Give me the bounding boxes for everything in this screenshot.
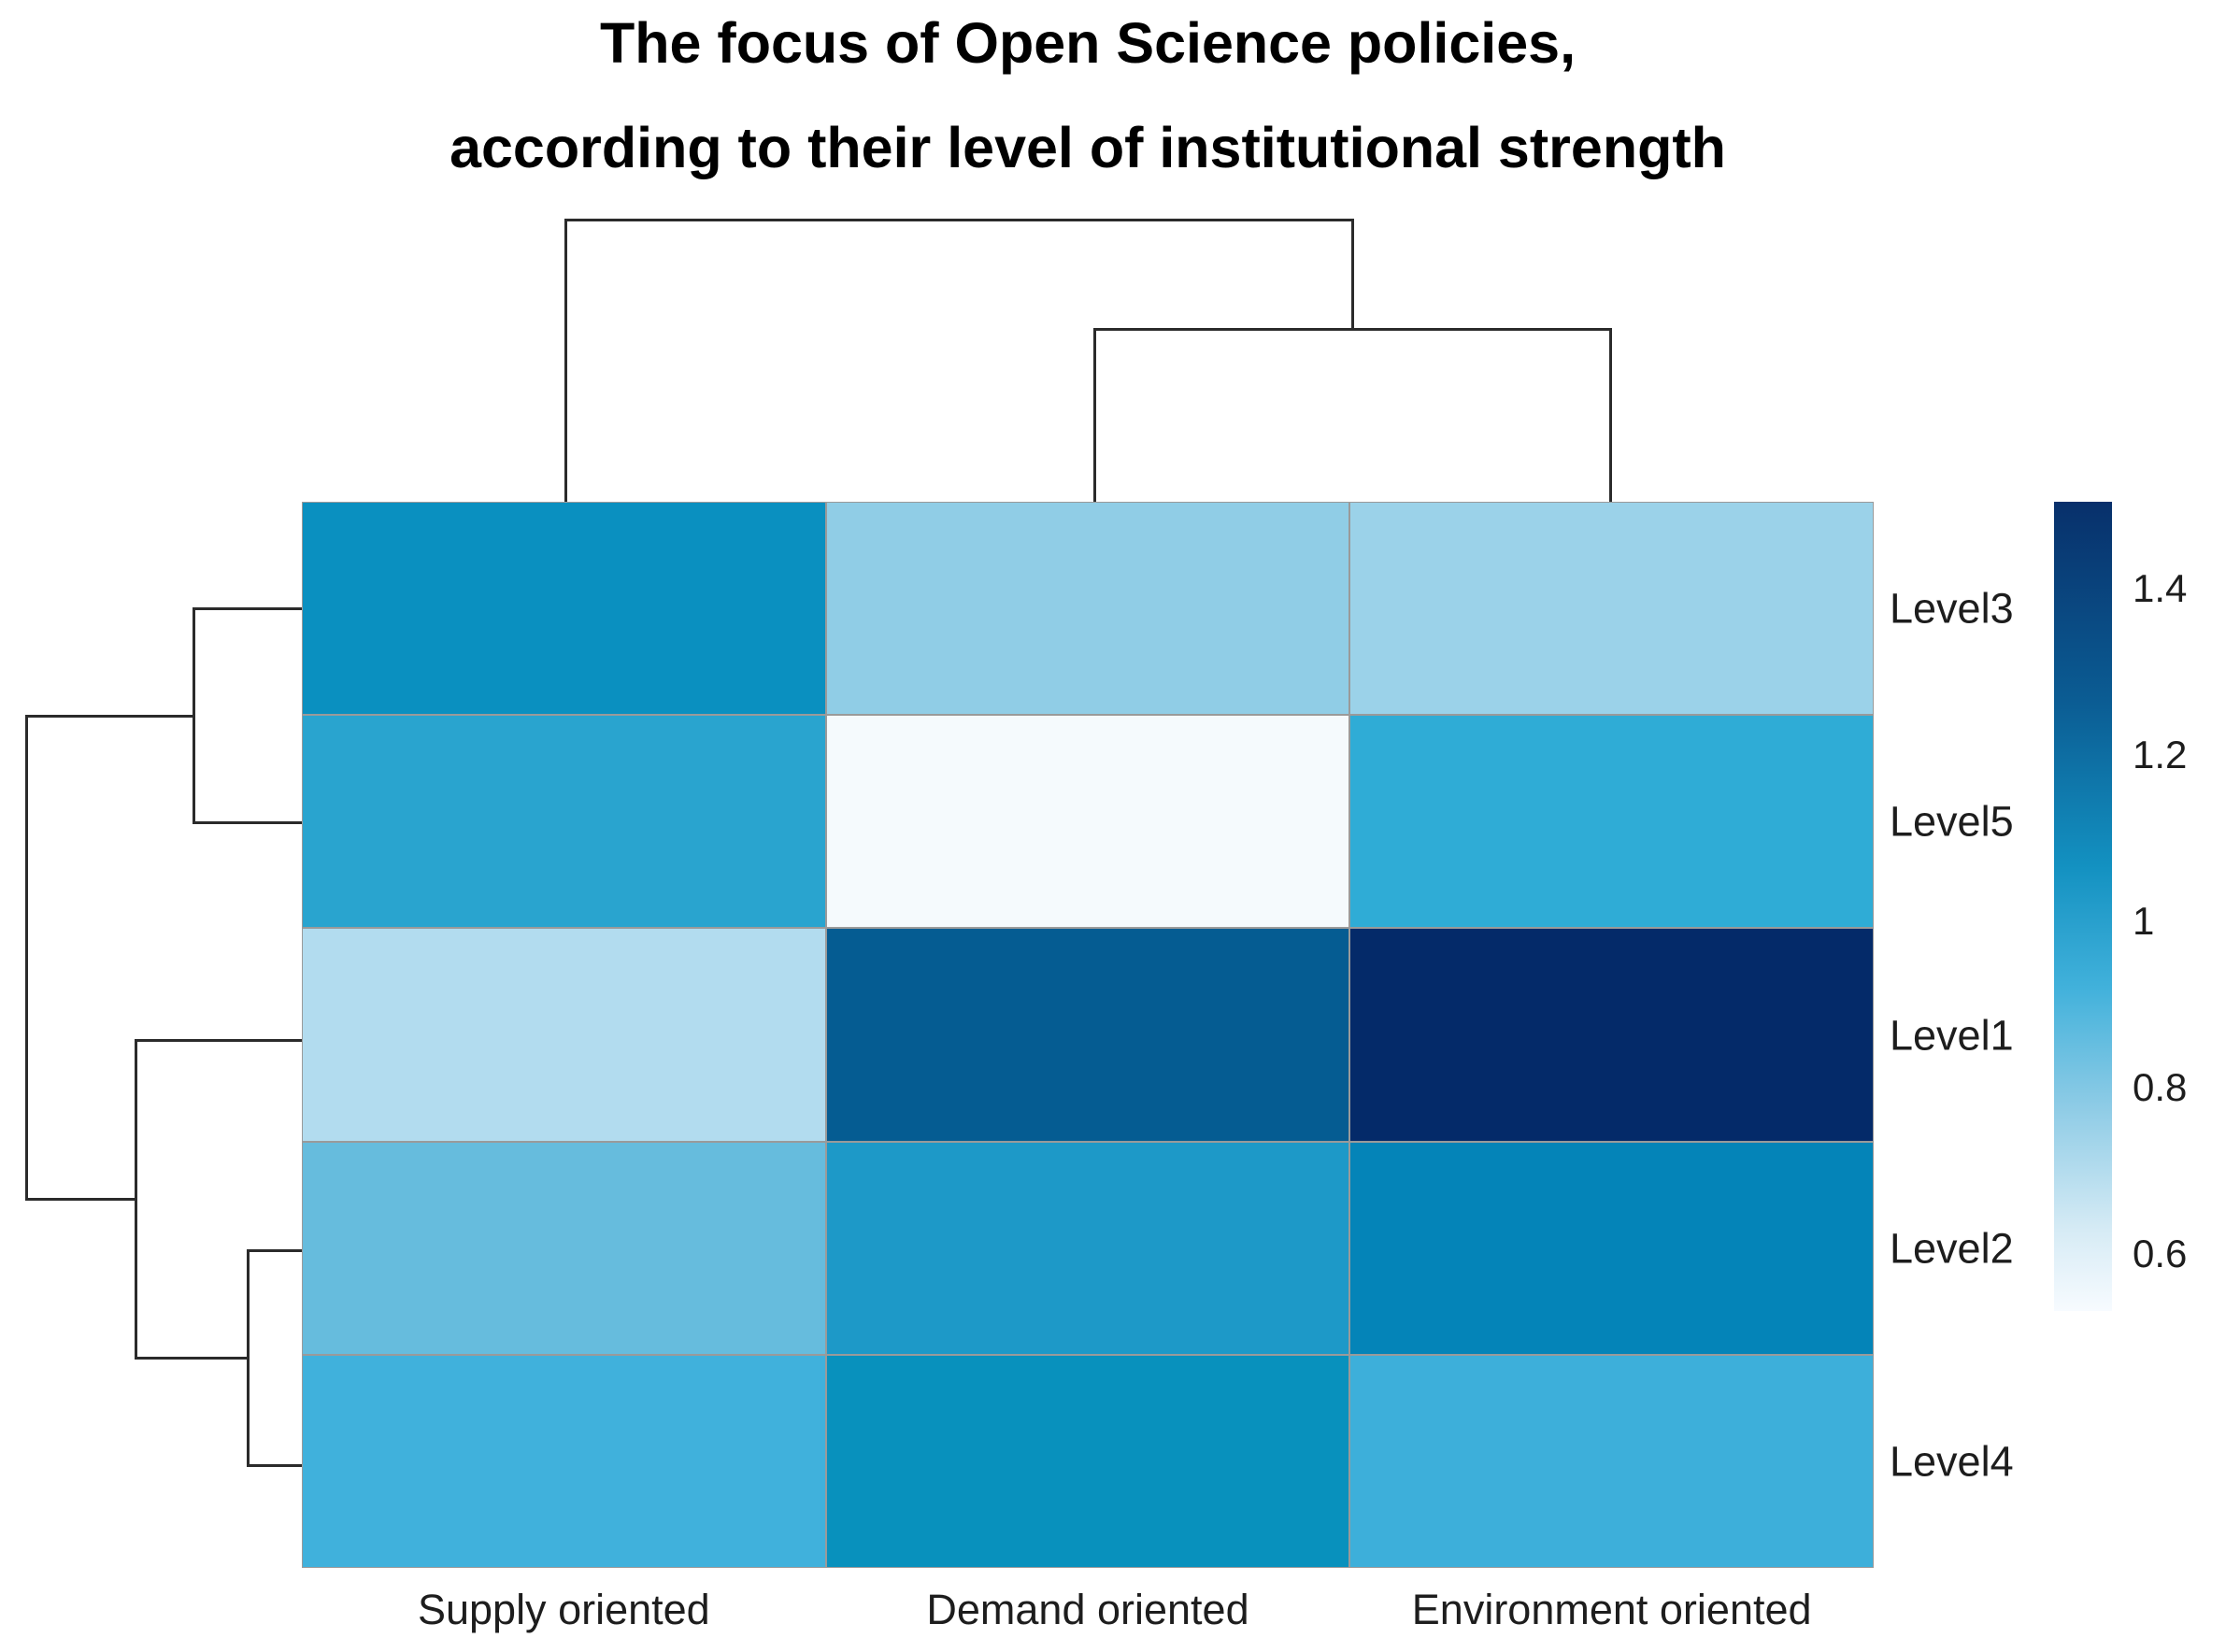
figure-title-line1: The focus of Open Science policies, xyxy=(599,11,1577,75)
dendrogram-segment xyxy=(134,1038,304,1042)
dendrogram-segment xyxy=(24,714,195,718)
heatmap-cell xyxy=(1349,502,1874,716)
colorbar-tick-label: 1.2 xyxy=(2133,733,2188,776)
dendrogram-segment xyxy=(246,1248,304,1252)
heatmap-cell xyxy=(825,715,1350,929)
figure-title-line2: according to their level of institutiona… xyxy=(449,116,1726,179)
heatmap-cell xyxy=(825,502,1350,716)
dendrogram-segment xyxy=(1092,327,1096,504)
heatmap-cell xyxy=(302,1141,826,1355)
dendrogram-segment xyxy=(564,218,1354,221)
row-label: Level4 xyxy=(1890,1437,2014,1486)
column-label: Demand oriented xyxy=(926,1586,1249,1633)
colorbar-tick-label: 0.8 xyxy=(2133,1065,2188,1109)
heatmap-cell xyxy=(1349,715,1874,929)
dendrogram-segment xyxy=(564,218,567,504)
dendrogram-segment xyxy=(246,1248,250,1467)
heatmap-cell xyxy=(302,715,826,929)
dendrogram-segment xyxy=(192,606,304,610)
row-label: Level1 xyxy=(1890,1011,2014,1059)
heatmap-cell xyxy=(302,502,826,716)
row-label: Level3 xyxy=(1890,584,2014,633)
dendrogram-segment xyxy=(1608,327,1612,504)
heatmap-cell xyxy=(825,1354,1350,1568)
column-label: Supply oriented xyxy=(417,1586,710,1633)
heatmap-cell xyxy=(302,1354,826,1568)
colorbar-tick-label: 1.4 xyxy=(2133,566,2188,610)
row-label: Level5 xyxy=(1890,797,2014,846)
heatmap-cell xyxy=(302,928,826,1142)
row-label: Level2 xyxy=(1890,1224,2014,1273)
heatmap-cell xyxy=(1349,1354,1874,1568)
dendrogram-segment xyxy=(24,1197,137,1201)
colorbar-tick-label: 1 xyxy=(2133,899,2155,943)
column-label: Environment oriented xyxy=(1411,1586,1812,1633)
dendrogram-segment xyxy=(246,1463,304,1467)
dendrogram-segment xyxy=(24,714,28,1201)
heatmap-cell xyxy=(1349,1141,1874,1355)
heatmap-cell xyxy=(825,928,1350,1142)
dendrogram-segment xyxy=(1092,327,1612,331)
dendrogram-segment xyxy=(192,820,304,824)
colorbar-gradient xyxy=(2054,502,2112,1311)
colorbar-tick-label: 0.6 xyxy=(2133,1232,2188,1275)
heatmap-cell xyxy=(1349,928,1874,1142)
dendrogram-segment xyxy=(134,1356,250,1360)
dendrogram-segment xyxy=(1350,218,1354,331)
dendrogram-segment xyxy=(134,1038,137,1360)
heatmap-cell xyxy=(825,1141,1350,1355)
